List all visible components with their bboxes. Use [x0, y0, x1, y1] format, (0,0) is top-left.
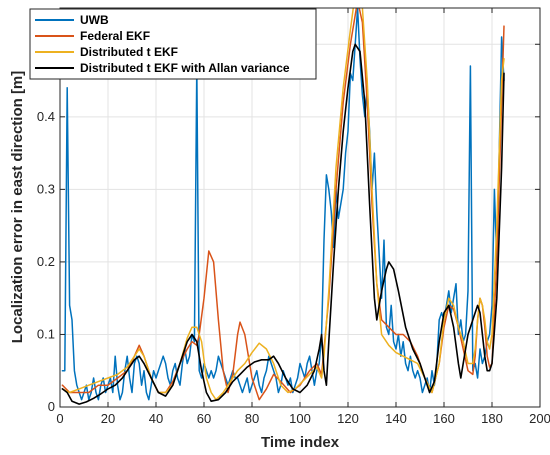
series-line-3	[61, 43, 505, 405]
legend-label: Federal EKF	[80, 29, 150, 43]
x-tick-label: 60	[197, 411, 211, 426]
y-tick-label: 0.4	[37, 109, 55, 124]
series-layer	[61, 8, 505, 405]
y-tick-label: 0.3	[37, 181, 55, 196]
x-tick-label: 20	[101, 411, 115, 426]
x-tick-label: 0	[56, 411, 63, 426]
x-tick-label: 200	[529, 411, 550, 426]
legend-label: UWB	[80, 13, 109, 27]
legend-label: Distributed t EKF with Allan variance	[80, 61, 290, 75]
y-axis-label: Localization error in east direction [m]	[9, 71, 26, 344]
legend: UWB Federal EKF Distributed t EKF Distribut…	[29, 8, 317, 80]
x-tick-label: 40	[149, 411, 163, 426]
x-tick-label: 120	[337, 411, 359, 426]
x-tick-label: 80	[245, 411, 259, 426]
x-tick-label: 180	[481, 411, 503, 426]
y-tick-label: 0.2	[37, 254, 55, 269]
x-axis-label: Time index	[261, 434, 340, 451]
x-tick-label: 100	[289, 411, 311, 426]
y-tick-label: 0	[48, 399, 55, 414]
legend-label: Distributed t EKF	[80, 45, 178, 59]
x-tick-label: 160	[433, 411, 455, 426]
legend-box	[29, 8, 317, 80]
x-tick-label: 140	[385, 411, 407, 426]
y-tick-label: 0.1	[37, 326, 55, 341]
